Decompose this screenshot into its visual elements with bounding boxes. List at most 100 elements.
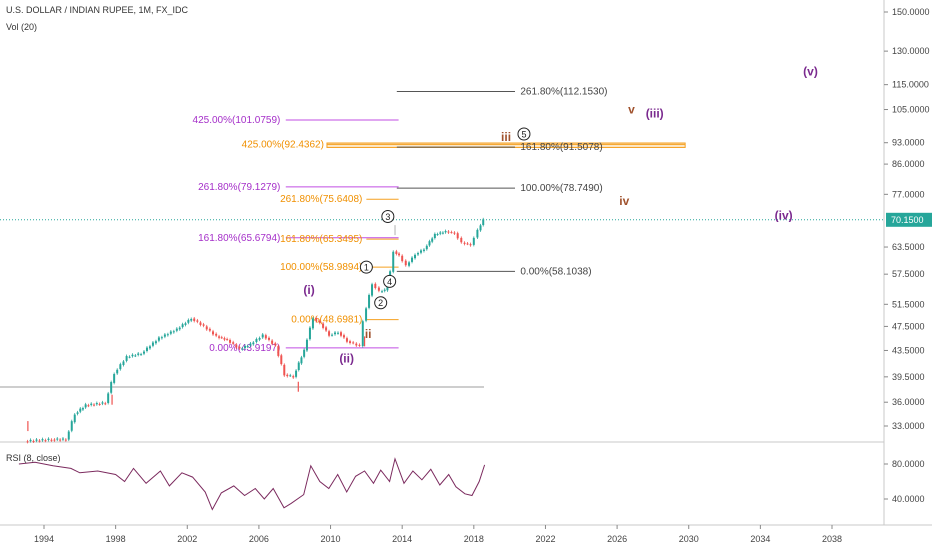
time-tick-label: 1994	[34, 534, 54, 544]
candle-body	[26, 441, 29, 443]
candle-body	[472, 237, 475, 245]
candle-body	[193, 318, 196, 321]
candle-body	[50, 439, 53, 441]
candle-body	[436, 234, 439, 236]
candle-body	[95, 403, 98, 405]
candle-body	[401, 255, 404, 262]
candle-body	[110, 382, 113, 393]
candle-body	[308, 327, 311, 340]
fib-label-orange: 261.80%(75.6408)	[280, 194, 362, 205]
volume-label: Vol (20)	[6, 22, 37, 32]
candle-body	[32, 440, 35, 442]
rsi-tick-label: 80.0000	[892, 459, 925, 469]
rsi-pane	[18, 457, 486, 511]
candle-body	[87, 405, 90, 407]
candle-body	[374, 283, 377, 289]
time-tick-label: 2010	[321, 534, 341, 544]
candle-body	[447, 231, 450, 233]
candle-body	[433, 233, 436, 239]
candle-body	[398, 253, 401, 256]
fib-label-orange: 425.00%(92.4362)	[242, 139, 324, 150]
candle-body	[395, 251, 398, 254]
candle-body	[444, 231, 447, 233]
candle-body	[337, 332, 340, 334]
circle-wave-number: 2	[378, 298, 383, 308]
fib-label-purple: 425.00%(101.0759)	[193, 115, 281, 126]
candle-body	[29, 439, 32, 442]
candle-body	[35, 439, 38, 441]
candle-body	[419, 250, 422, 253]
price-tick-label: 33.0000	[892, 421, 925, 431]
rsi-label: RSI (8, close)	[6, 453, 61, 463]
candle-body	[252, 342, 255, 345]
candle-body	[289, 375, 292, 377]
candle-body	[479, 225, 482, 231]
candle-body	[154, 341, 157, 344]
candle-body	[361, 321, 364, 347]
candle-body	[122, 361, 125, 365]
candle-body	[469, 244, 472, 246]
candle-body	[305, 339, 308, 351]
price-tick-label: 51.5000	[892, 299, 925, 309]
price-tick-label: 105.0000	[892, 105, 930, 115]
candle-body	[431, 238, 434, 242]
wave-label: ii	[365, 327, 372, 341]
time-tick-label: 1998	[106, 534, 126, 544]
candle-body	[232, 342, 235, 344]
price-tick-label: 150.0000	[892, 7, 930, 17]
candle-body	[322, 323, 325, 328]
candle-body	[277, 346, 280, 356]
candle-body	[383, 289, 386, 291]
wave-label: (v)	[803, 64, 818, 78]
candle-body	[38, 440, 41, 442]
wave-label: v	[628, 102, 635, 116]
axes: 150.0000 130.0000 115.0000 105.0000 93.0000 8…	[34, 7, 932, 544]
candle-body	[238, 346, 241, 349]
circle-wave-number: 3	[385, 212, 390, 222]
candle-body	[148, 346, 151, 349]
candle-body	[339, 332, 342, 336]
candle-body	[349, 341, 352, 343]
candle-body	[73, 414, 76, 423]
candle-body	[417, 253, 420, 255]
candle-body	[199, 322, 202, 325]
candle-body	[59, 439, 62, 441]
candle-body	[358, 344, 361, 346]
time-tick-label: 2018	[464, 534, 484, 544]
last-price-badge	[886, 212, 932, 227]
candle-body	[381, 291, 384, 293]
candle-body	[90, 403, 93, 405]
price-tick-label: 77.0000	[892, 189, 925, 199]
candle-body	[334, 332, 337, 335]
candle-body	[169, 331, 172, 334]
price-tick-label: 63.5000	[892, 242, 925, 252]
candle-body	[205, 326, 208, 330]
candle-body	[107, 393, 110, 403]
candle-body	[79, 408, 82, 412]
circle-wave-number: 5	[521, 130, 526, 140]
candle-body	[482, 219, 485, 226]
candle-body	[292, 376, 295, 378]
candle-body	[119, 364, 122, 370]
candle-body	[456, 233, 459, 239]
candle-body	[476, 229, 479, 238]
candle-body	[134, 355, 137, 357]
candle-body	[56, 438, 59, 440]
wave-label: iv	[619, 194, 629, 208]
candle-body	[439, 232, 442, 234]
candle-body	[47, 438, 50, 440]
candle-body	[98, 403, 101, 405]
candle-body	[414, 254, 417, 259]
candle-body	[163, 334, 166, 337]
candle-body	[428, 241, 431, 246]
price-tick-label: 93.0000	[892, 138, 925, 148]
price-tick-label: 86.0000	[892, 159, 925, 169]
price-tick-label: 47.5000	[892, 321, 925, 331]
candle-body	[408, 262, 411, 266]
wave-label: (ii)	[339, 352, 354, 366]
price-tick-label: 43.5000	[892, 345, 925, 355]
price-tick-label: 36.0000	[892, 397, 925, 407]
candle-body	[303, 349, 306, 357]
